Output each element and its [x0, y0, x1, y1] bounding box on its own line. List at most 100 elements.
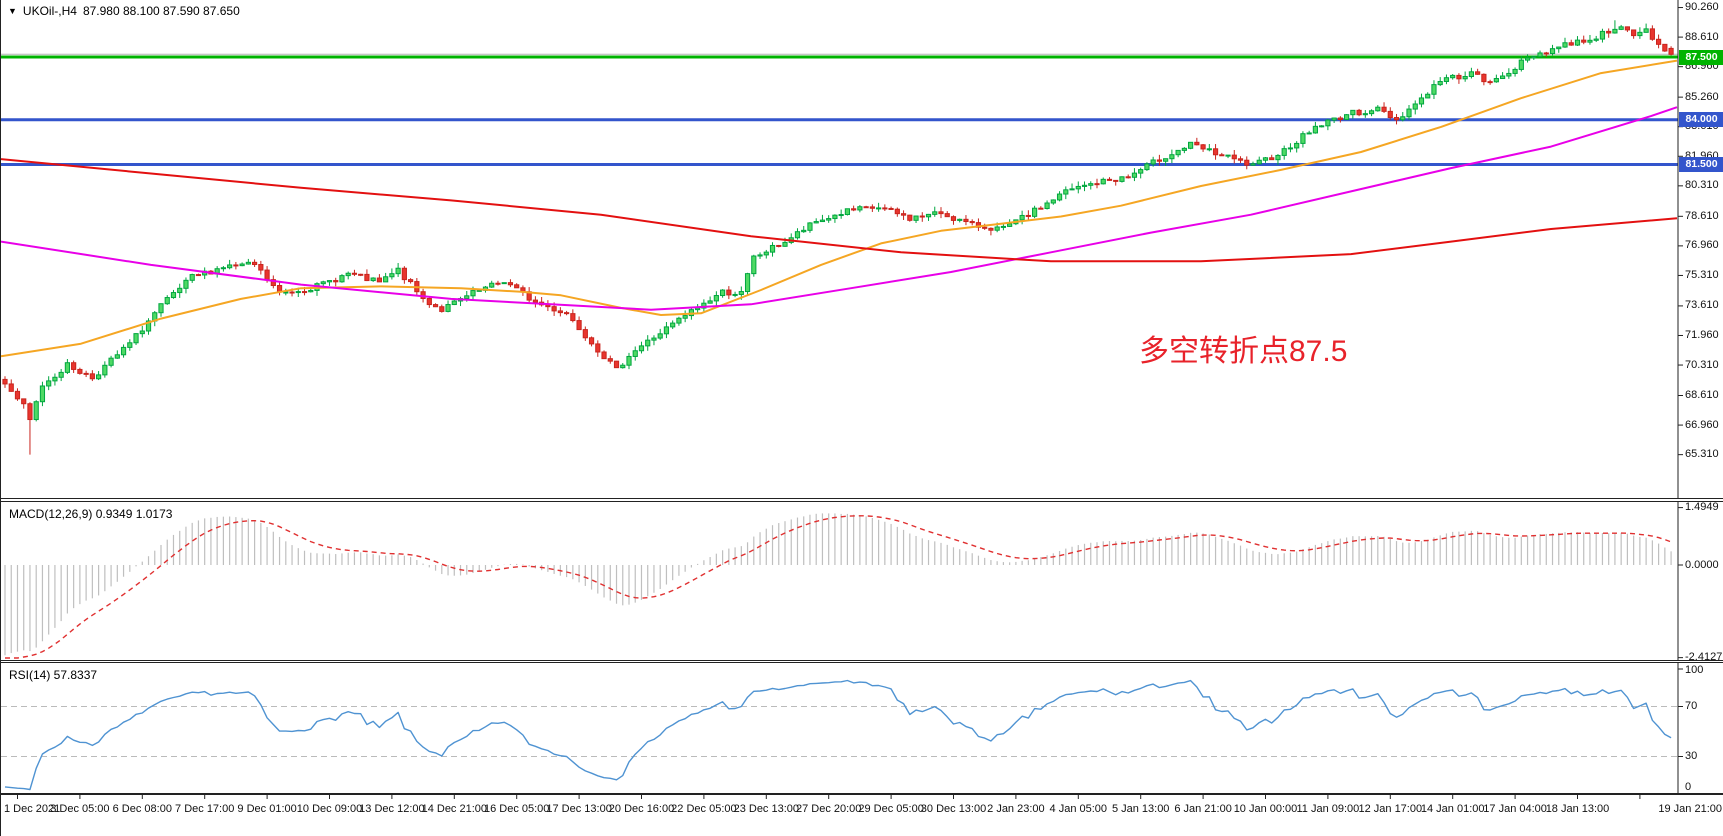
candle-body — [1631, 29, 1637, 37]
candle-body — [969, 221, 975, 224]
price-tag-87.500[interactable]: 87.500 — [1679, 49, 1723, 65]
candle-body — [938, 211, 944, 215]
candle-body — [1044, 202, 1050, 209]
candle-body — [1662, 43, 1668, 52]
candle-body — [1007, 223, 1013, 227]
candle-body — [601, 351, 607, 360]
date-label: 16 Dec 05:00 — [483, 803, 550, 815]
candle-body — [1668, 47, 1674, 55]
candle-body — [794, 231, 801, 239]
candle-body — [1612, 28, 1618, 34]
candle-body — [1075, 185, 1081, 190]
time-axis-ticks — [1, 794, 1723, 799]
candle-body — [245, 261, 251, 265]
candle-body — [776, 244, 782, 247]
candle-body — [1019, 214, 1025, 221]
collapse-triangle-icon[interactable]: ▼ — [8, 6, 17, 16]
candle-body — [476, 289, 482, 292]
candle-body — [638, 345, 645, 352]
ma-slow-red — [1, 158, 1678, 263]
candle-body — [720, 289, 726, 297]
candle-body — [1125, 176, 1131, 179]
candle-body — [1175, 149, 1181, 156]
candle-body — [77, 368, 83, 374]
candle-body — [807, 222, 813, 231]
candle-body — [1406, 108, 1412, 118]
candle-body — [1431, 84, 1437, 95]
candle-body — [1325, 119, 1331, 127]
candle-body — [863, 206, 869, 209]
price-tag-84.000[interactable]: 84.000 — [1679, 112, 1723, 128]
candle-body — [1200, 144, 1206, 150]
date-label: 11 Jan 09:00 — [1296, 803, 1360, 815]
price-axis-label: 76.960 — [1685, 239, 1719, 252]
price-axis-label: 73.610 — [1685, 299, 1719, 312]
candle-body — [445, 304, 451, 312]
candle-body — [588, 337, 595, 345]
candle-body — [120, 346, 127, 356]
candle-body — [1375, 106, 1381, 112]
candle-body — [944, 213, 950, 218]
candle-body — [688, 309, 694, 317]
candle-body — [1119, 176, 1125, 182]
candle-body — [1312, 125, 1319, 134]
candle-body — [1094, 183, 1100, 186]
candle-body — [1368, 110, 1375, 115]
candle-body — [439, 306, 445, 312]
candle-body — [108, 357, 114, 366]
candle-body — [1038, 207, 1044, 210]
candle-body — [1306, 132, 1312, 135]
candle-body — [177, 287, 183, 294]
candle-body — [426, 298, 432, 306]
candle-body — [1337, 117, 1343, 121]
candle-body — [64, 362, 71, 373]
candle-body — [270, 279, 276, 287]
candle-body — [1331, 117, 1337, 121]
date-label: 9 Dec 01:00 — [237, 803, 297, 815]
macd-panel: MACD(12,26,9) 0.9349 1.0173 1.4949 0.0000… — [1, 501, 1723, 663]
candle-body — [1381, 106, 1387, 112]
candle-body — [33, 401, 39, 421]
candle-body — [1237, 158, 1244, 161]
candle-body — [220, 267, 227, 270]
candle-body — [295, 291, 301, 294]
date-label: 30 Dec 13:00 — [920, 803, 987, 815]
candle-body — [1412, 103, 1418, 110]
candle-body — [1450, 74, 1456, 79]
candle-body — [626, 355, 632, 366]
price-tag-81.500[interactable]: 81.500 — [1679, 157, 1723, 173]
candle-body — [1506, 72, 1512, 77]
date-label: 3 Dec 05:00 — [50, 803, 110, 815]
candle-body — [370, 277, 376, 282]
candle-body — [145, 320, 152, 332]
candle-body — [894, 208, 900, 215]
candle-body — [301, 291, 308, 294]
candle-body — [96, 374, 102, 380]
candle-body — [1556, 46, 1562, 50]
candle-body — [470, 290, 476, 297]
candle-body — [139, 330, 145, 335]
date-label: 14 Dec 21:00 — [421, 803, 488, 815]
candle-body — [1587, 39, 1593, 43]
candle-body — [957, 218, 963, 221]
date-label: 6 Dec 08:00 — [112, 803, 172, 815]
candle-body — [46, 380, 52, 387]
candle-body — [551, 306, 557, 312]
candle-body — [744, 273, 751, 293]
candle-body — [1088, 183, 1094, 186]
symbol-name: UKOil-,H4 — [22, 4, 77, 18]
candle-body — [963, 218, 969, 223]
candle-body — [1287, 147, 1294, 150]
date-label: 27 Dec 20:00 — [795, 803, 862, 815]
rsi-axis-label: 0 — [1685, 781, 1692, 793]
date-label: 17 Jan 04:00 — [1483, 803, 1547, 815]
rsi-canvas — [1, 663, 1683, 793]
symbol-title: ▼ UKOil-,H4 87.980 88.100 87.590 87.650 — [8, 4, 240, 18]
candle-body — [489, 282, 495, 288]
candle-body — [826, 218, 832, 221]
candle-body — [882, 207, 888, 210]
candle-body — [345, 272, 351, 277]
date-label: 7 Dec 17:00 — [175, 803, 235, 815]
candle-body — [1649, 28, 1655, 40]
